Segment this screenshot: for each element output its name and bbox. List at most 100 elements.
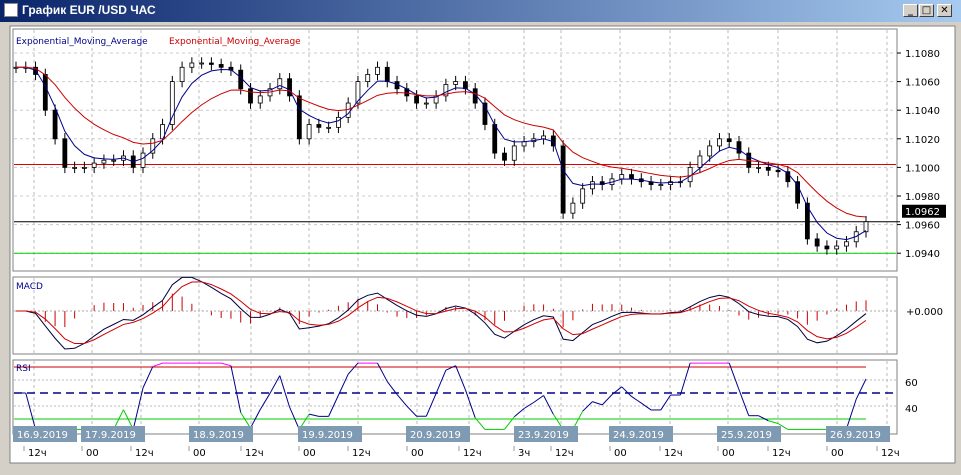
rsi-tick-40: 40	[905, 404, 918, 415]
date-label-box	[81, 426, 145, 442]
candle-body	[570, 202, 576, 214]
hour-label: 12ч	[135, 448, 154, 459]
candle-body	[160, 124, 165, 140]
macd-signal-line	[16, 281, 867, 345]
candle-body	[736, 141, 742, 154]
candle-body	[521, 141, 527, 147]
candle-body	[91, 162, 97, 168]
date-label-box	[826, 426, 890, 442]
rsi-line-segment	[513, 408, 525, 418]
rsi-line-segment	[640, 402, 652, 411]
hour-label: 12ч	[245, 448, 264, 459]
rsi-line-segment	[533, 395, 544, 403]
rsi-line-segment	[152, 362, 163, 368]
close-button[interactable]: ✕	[937, 4, 952, 17]
candle-body	[257, 95, 263, 104]
chart-app-icon	[4, 3, 18, 17]
price-tick-label: 1.1020	[905, 135, 940, 146]
rsi-line-segment	[504, 416, 515, 430]
hour-label: 12ч	[772, 448, 791, 459]
date-label: 17.9.2019	[85, 430, 136, 441]
date-label-box	[609, 426, 673, 442]
candle-body	[619, 174, 625, 180]
price-tick-label: 1.1080	[905, 49, 940, 60]
candle-body	[296, 95, 302, 140]
rsi-tick-60: 60	[905, 378, 918, 389]
hour-label: 00	[411, 448, 424, 459]
candle-body	[62, 138, 68, 168]
rsi-label: RSI	[16, 364, 31, 374]
maximize-button[interactable]: □	[919, 4, 934, 17]
date-label-box	[298, 426, 362, 442]
price-tick-label: 1.1000	[905, 163, 940, 174]
macd-label: MACD	[16, 282, 43, 292]
date-label: 24.9.2019	[613, 430, 664, 441]
candle-body	[580, 188, 586, 204]
candle-body	[590, 181, 595, 190]
rsi-line-segment	[464, 389, 476, 418]
rsi-line-segment	[386, 381, 398, 395]
candle-body	[463, 81, 468, 90]
minimize-button[interactable]: _	[903, 4, 918, 17]
rsi-line-segment	[25, 392, 37, 430]
rsi-line-segment	[259, 393, 271, 410]
rsi-line-segment	[221, 362, 232, 367]
date-label: 23.9.2019	[518, 430, 569, 441]
current-price-box	[902, 204, 946, 218]
hour-label: 00	[193, 448, 206, 459]
candle-body	[795, 181, 801, 204]
legend-ema-fast: Exponential_Moving_Average	[16, 37, 148, 47]
candle-body	[316, 124, 322, 128]
candle-body	[511, 145, 517, 161]
candle-body	[336, 116, 341, 128]
candle-body	[814, 238, 820, 247]
candle-body	[785, 171, 791, 183]
date-label: 19.9.2019	[302, 430, 353, 441]
candle-body	[72, 166, 78, 169]
hour-label: 12ч	[463, 448, 482, 459]
hour-label: 00	[614, 448, 627, 459]
rsi-line-segment	[347, 362, 359, 375]
candle-body	[697, 155, 703, 168]
rsi-line-segment	[768, 420, 779, 424]
candle-body	[287, 78, 292, 97]
rsi-line-segment	[425, 393, 437, 417]
date-label: 26.9.2019	[830, 430, 881, 441]
candle-body	[765, 166, 771, 171]
candle-body	[277, 78, 283, 90]
candle-body	[834, 245, 840, 250]
price-tick-label: 1.1060	[905, 78, 940, 89]
hour-label: 12ч	[664, 448, 683, 459]
rsi-line-segment	[308, 413, 319, 417]
rsi-line-segment	[396, 394, 408, 407]
candle-body	[775, 169, 781, 173]
candle-body	[365, 74, 371, 82]
candle-body	[502, 152, 507, 161]
price-tick-label: 1.0940	[905, 249, 940, 260]
rsi-line-segment	[777, 423, 789, 430]
macd-zero-label: +0.000	[906, 307, 943, 318]
candle-body	[804, 202, 810, 240]
hour-label: 12ч	[352, 448, 371, 459]
rsi-line-segment	[592, 401, 603, 406]
rsi-line-segment	[660, 394, 672, 411]
candle-body	[52, 109, 58, 140]
candle-body	[199, 62, 205, 65]
rsi-line-segment	[855, 378, 867, 400]
rsi-line-segment	[337, 374, 349, 396]
rsi-line-segment	[474, 417, 486, 430]
date-label-box	[406, 426, 470, 442]
rsi-line-segment	[142, 366, 154, 389]
current-price-label: 1.0962	[905, 207, 940, 218]
rsi-line-segment	[230, 365, 242, 413]
rsi-line-segment	[132, 387, 144, 430]
candle-body	[101, 159, 107, 164]
candle-body	[717, 138, 722, 147]
rsi-line-segment	[679, 362, 691, 396]
candle-body	[756, 166, 761, 169]
hour-label: 00	[722, 448, 735, 459]
rsi-line-segment	[738, 389, 750, 416]
candle-body	[707, 145, 713, 157]
rsi-line-segment	[621, 386, 632, 397]
